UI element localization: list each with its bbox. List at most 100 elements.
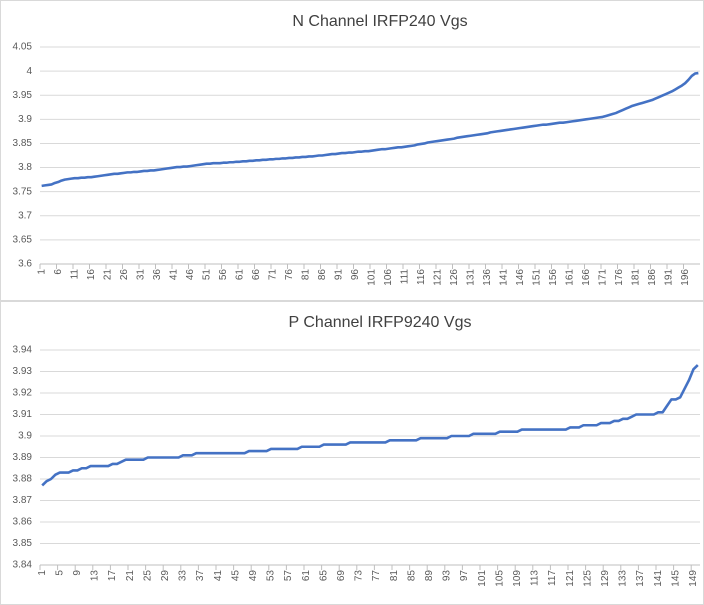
y-tick-label: 3.87 bbox=[13, 495, 33, 506]
x-tick-label: 136 bbox=[482, 269, 493, 286]
x-tick-label: 121 bbox=[565, 570, 576, 587]
x-tick-label: 105 bbox=[494, 570, 505, 587]
x-tick-label: 131 bbox=[465, 269, 476, 286]
x-tick-label: 53 bbox=[266, 570, 277, 582]
x-tick-label: 101 bbox=[366, 269, 377, 286]
chart-title: P Channel IRFP9240 Vgs bbox=[289, 314, 472, 331]
x-tick-label: 1 bbox=[36, 269, 47, 275]
y-tick-label: 3.85 bbox=[13, 538, 33, 549]
x-tick-label: 71 bbox=[267, 269, 278, 281]
chart-frame bbox=[0, 301, 704, 605]
x-tick-label: 49 bbox=[248, 570, 259, 582]
x-tick-label: 126 bbox=[449, 269, 460, 286]
x-tick-label: 149 bbox=[688, 570, 699, 587]
chart-title: N Channel IRFP240 Vgs bbox=[292, 13, 467, 30]
x-tick-label: 161 bbox=[564, 269, 575, 286]
x-tick-label: 46 bbox=[185, 269, 196, 281]
y-tick-label: 3.86 bbox=[13, 517, 33, 528]
x-tick-label: 33 bbox=[178, 570, 189, 582]
x-tick-label: 137 bbox=[635, 570, 646, 587]
x-tick-label: 196 bbox=[680, 269, 691, 286]
x-tick-label: 37 bbox=[195, 570, 206, 582]
x-tick-label: 61 bbox=[301, 570, 312, 582]
x-tick-label: 96 bbox=[350, 269, 361, 281]
y-tick-label: 3.85 bbox=[13, 138, 33, 149]
x-tick-label: 129 bbox=[600, 570, 611, 587]
x-tick-label: 151 bbox=[531, 269, 542, 286]
x-tick-label: 76 bbox=[284, 269, 295, 281]
x-tick-label: 145 bbox=[670, 570, 681, 587]
y-tick-label: 4.05 bbox=[13, 42, 33, 53]
x-tick-label: 121 bbox=[432, 269, 443, 286]
x-tick-label: 57 bbox=[283, 570, 294, 582]
x-tick-label: 186 bbox=[647, 269, 658, 286]
x-tick-label: 176 bbox=[614, 269, 625, 286]
x-tick-label: 166 bbox=[581, 269, 592, 286]
x-tick-label: 45 bbox=[230, 570, 241, 582]
y-tick-label: 3.94 bbox=[13, 345, 33, 356]
y-tick-label: 3.89 bbox=[13, 452, 33, 463]
x-tick-label: 141 bbox=[653, 570, 664, 587]
x-tick-label: 61 bbox=[234, 269, 245, 281]
y-tick-label: 3.8 bbox=[18, 162, 32, 173]
x-tick-label: 106 bbox=[383, 269, 394, 286]
x-tick-label: 77 bbox=[371, 570, 382, 582]
x-tick-label: 141 bbox=[498, 269, 509, 286]
y-tick-label: 4 bbox=[26, 66, 32, 77]
y-tick-label: 3.93 bbox=[13, 366, 33, 377]
chart-frame bbox=[0, 0, 704, 301]
x-tick-label: 26 bbox=[119, 269, 130, 281]
y-tick-label: 3.65 bbox=[13, 235, 33, 246]
x-tick-label: 56 bbox=[218, 269, 229, 281]
x-tick-label: 41 bbox=[168, 269, 179, 281]
x-tick-label: 6 bbox=[53, 269, 64, 275]
x-tick-label: 86 bbox=[317, 269, 328, 281]
x-tick-label: 125 bbox=[582, 570, 593, 587]
data-line bbox=[41, 71, 699, 188]
x-tick-label: 146 bbox=[515, 269, 526, 286]
x-tick-label: 36 bbox=[152, 269, 163, 281]
x-tick-label: 89 bbox=[424, 570, 435, 582]
x-tick-label: 93 bbox=[442, 570, 453, 582]
y-tick-label: 3.92 bbox=[13, 388, 33, 399]
x-tick-label: 31 bbox=[135, 269, 146, 281]
y-tick-label: 3.91 bbox=[13, 409, 33, 420]
x-tick-label: 73 bbox=[354, 570, 365, 582]
x-tick-label: 117 bbox=[547, 570, 558, 586]
x-tick-label: 116 bbox=[416, 269, 427, 285]
y-tick-label: 3.6 bbox=[18, 259, 32, 270]
x-tick-label: 66 bbox=[251, 269, 262, 281]
y-tick-label: 3.95 bbox=[13, 90, 33, 101]
x-tick-label: 21 bbox=[102, 269, 113, 281]
x-tick-label: 111 bbox=[399, 269, 410, 285]
x-tick-label: 21 bbox=[125, 570, 136, 582]
x-tick-label: 9 bbox=[72, 570, 83, 576]
y-tick-label: 3.84 bbox=[13, 560, 33, 571]
x-tick-label: 16 bbox=[86, 269, 97, 281]
x-tick-label: 5 bbox=[54, 570, 65, 576]
x-tick-label: 97 bbox=[459, 570, 470, 582]
x-tick-label: 113 bbox=[530, 570, 541, 586]
x-tick-label: 51 bbox=[201, 269, 212, 281]
y-tick-label: 3.9 bbox=[18, 114, 32, 125]
x-tick-label: 109 bbox=[512, 570, 523, 587]
y-tick-label: 3.7 bbox=[18, 210, 32, 221]
x-tick-label: 69 bbox=[336, 570, 347, 582]
x-tick-label: 181 bbox=[630, 269, 641, 286]
x-tick-label: 65 bbox=[318, 570, 329, 582]
x-tick-label: 17 bbox=[107, 570, 118, 582]
x-tick-label: 25 bbox=[142, 570, 153, 582]
y-tick-label: 3.75 bbox=[13, 186, 33, 197]
x-tick-label: 11 bbox=[69, 269, 80, 280]
x-tick-label: 191 bbox=[663, 269, 674, 286]
x-tick-label: 81 bbox=[389, 570, 400, 582]
x-tick-label: 13 bbox=[90, 570, 101, 582]
x-tick-label: 156 bbox=[548, 269, 559, 286]
x-tick-label: 41 bbox=[213, 570, 224, 582]
x-tick-label: 81 bbox=[300, 269, 311, 281]
x-tick-label: 171 bbox=[597, 269, 608, 286]
x-tick-label: 85 bbox=[406, 570, 417, 582]
data-line bbox=[41, 364, 699, 487]
x-tick-label: 1 bbox=[37, 570, 48, 576]
